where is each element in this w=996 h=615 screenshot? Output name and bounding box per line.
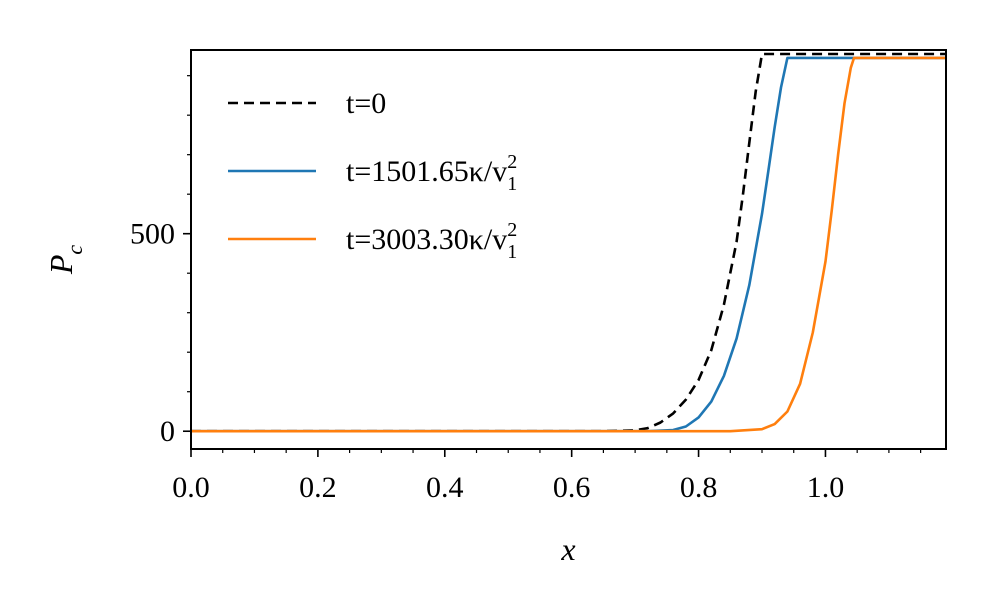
- legend-label-main: t=1501.65κ/v: [346, 155, 507, 188]
- legend-label-main: t=0: [346, 87, 386, 120]
- y-tick-label: 0: [160, 415, 175, 448]
- series-line-2: [191, 56, 946, 433]
- x-tick-label: 0.4: [426, 471, 464, 504]
- x-tick-label: 1.0: [807, 471, 845, 504]
- legend-label-sup: 2: [507, 219, 517, 241]
- series-line-1: [191, 56, 946, 433]
- x-tick-label: 0.8: [680, 471, 718, 504]
- legend-entry-2: t=3003.30κ/v12: [346, 219, 517, 263]
- legend-label-sup: 2: [507, 151, 517, 173]
- plot-frame: [190, 49, 947, 450]
- y-axis-label: Pc: [43, 245, 87, 276]
- legend-label-sub: 1: [507, 173, 517, 195]
- legend-label-main: t=3003.30κ/v: [346, 223, 507, 256]
- legend-label-sub: 1: [507, 241, 517, 263]
- legend-entry-1: t=1501.65κ/v12: [346, 151, 517, 195]
- x-tick-label: 0.2: [299, 471, 337, 504]
- y-axis-label-sub: c: [62, 245, 87, 255]
- x-axis: 0.0 0.2 0.4 0.6 0.8 1.0: [172, 449, 922, 504]
- legend-entry-0: t=0: [346, 87, 386, 120]
- y-tick-label: 500: [130, 218, 175, 251]
- series-layer: [191, 52, 946, 433]
- y-axis: 0 500: [130, 75, 191, 448]
- y-axis-label-main: P: [43, 255, 79, 276]
- series-line-0: [191, 52, 946, 433]
- x-tick-label: 0.6: [553, 471, 591, 504]
- x-tick-label: 0.0: [172, 471, 210, 504]
- x-axis-label: x: [560, 531, 575, 567]
